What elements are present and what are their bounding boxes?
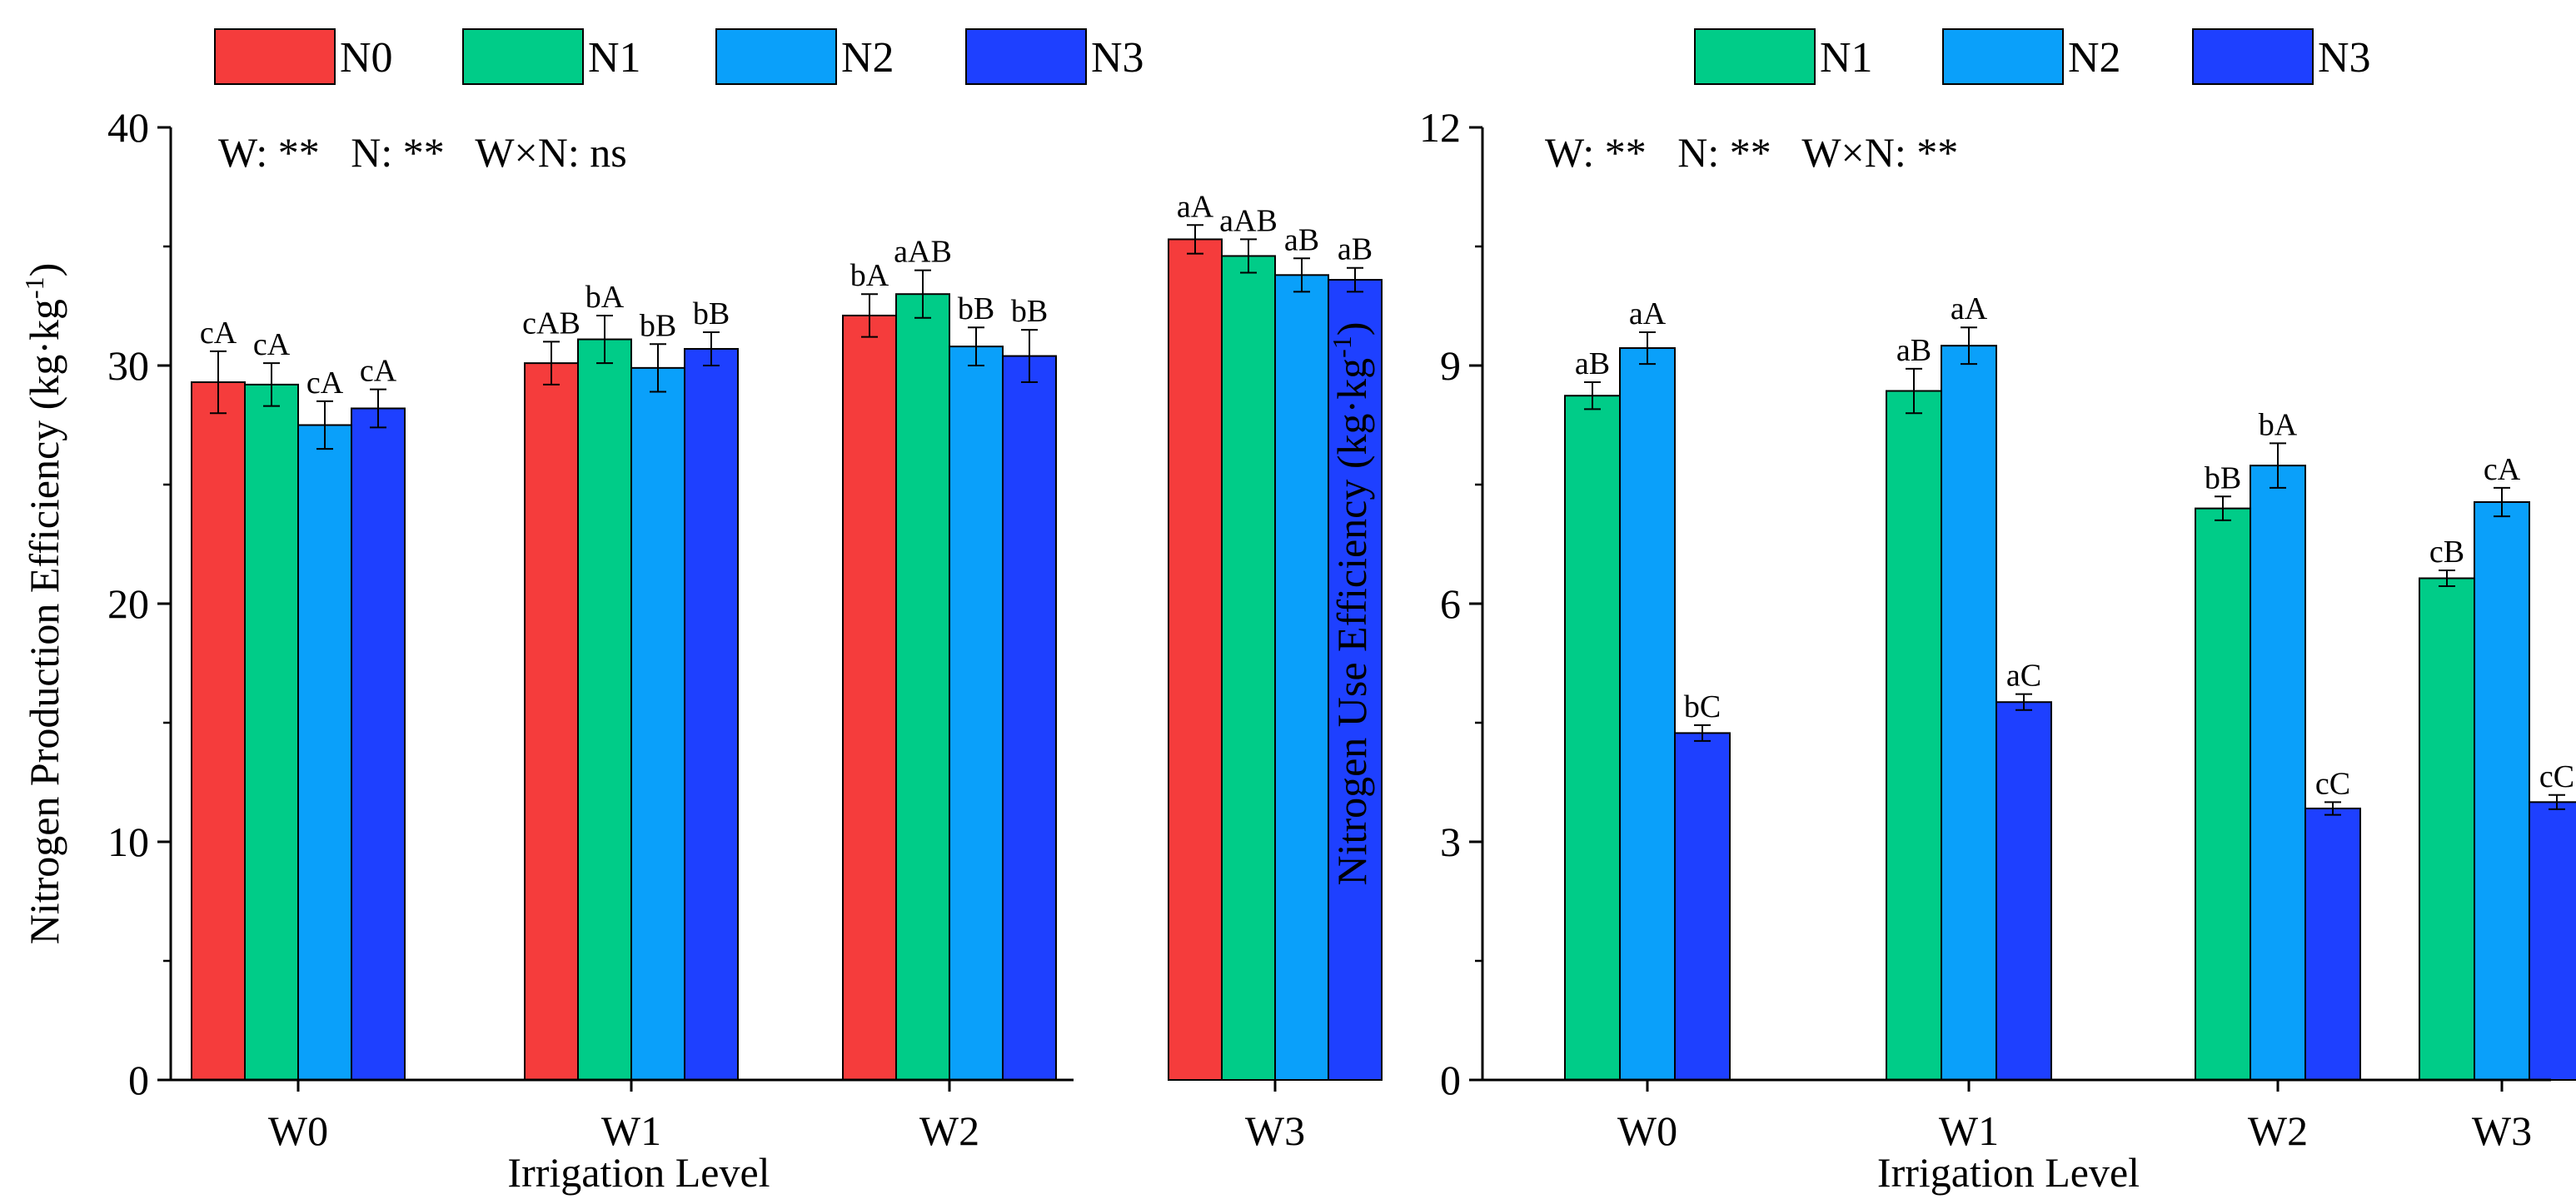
y-tick-label: 0 <box>1440 1057 1461 1103</box>
right-chart-nue: aB aA bC W0 aB aA aC W1 bB bA cC W2 cB cA cC W3 0 3 6 9 12 Ni… <box>1327 28 2576 1196</box>
significance-label: bA <box>2259 407 2298 442</box>
bar <box>577 338 632 1082</box>
bar <box>2195 507 2251 1081</box>
y-tick-label: 40 <box>107 104 149 151</box>
significance-label: aB <box>1575 346 1610 381</box>
legend-swatch <box>1942 28 2064 85</box>
bar <box>1886 390 1942 1081</box>
bar <box>1328 279 1383 1082</box>
bar <box>1674 732 1731 1081</box>
significance-label: bB <box>2205 460 2241 495</box>
legend-label: N2 <box>841 34 894 82</box>
significance-label: cA <box>253 327 291 362</box>
legend-swatch <box>715 28 837 85</box>
bar <box>191 381 246 1081</box>
significance-label: cB <box>2429 535 2464 570</box>
legend-label: N1 <box>588 34 641 82</box>
significance-label: cAB <box>522 306 580 341</box>
significance-label: aB <box>1284 222 1319 257</box>
bar <box>1941 345 1997 1081</box>
bar <box>1274 274 1329 1081</box>
legend-label: N3 <box>2318 34 2371 82</box>
x-tick-label: W3 <box>2472 1107 2532 1154</box>
significance-label: bB <box>958 291 994 326</box>
bar <box>684 347 739 1082</box>
significance-label: aA <box>1629 296 1667 331</box>
bar <box>1564 395 1621 1081</box>
y-tick-label: 12 <box>1419 104 1461 151</box>
y-axis-label: Nitrogen Production Efficiency (kg·kg-1) <box>19 263 67 945</box>
significance-label: cA <box>2484 452 2521 487</box>
significance-label: bA <box>585 280 625 315</box>
x-tick-label: W3 <box>1245 1107 1305 1154</box>
y-tick-label: 6 <box>1440 580 1461 627</box>
legend-swatch <box>1694 28 1816 85</box>
bar <box>2250 465 2306 1081</box>
legend-swatch <box>462 28 584 85</box>
significance-label: aC <box>2006 659 2041 694</box>
bar <box>244 383 299 1081</box>
significance-label: aAB <box>894 235 952 270</box>
bar <box>297 424 352 1081</box>
significance-label: cA <box>306 366 344 401</box>
bar <box>1002 355 1057 1081</box>
significance-label: aB <box>1338 232 1373 267</box>
y-tick-label: 9 <box>1440 342 1461 389</box>
y-tick-label: 30 <box>107 342 149 389</box>
y-axis-label: Nitrogen Use Efficiency (kg·kg-1) <box>1327 322 1375 886</box>
legend-swatch <box>214 28 336 85</box>
significance-label: aA <box>1951 291 1988 326</box>
x-tick-label: W1 <box>601 1107 661 1154</box>
bar <box>949 346 1004 1081</box>
x-tick-label: W2 <box>2248 1107 2308 1154</box>
significance-label: bA <box>850 258 889 293</box>
significance-label: aA <box>1177 189 1214 224</box>
x-axis-label: Irrigation Level <box>1877 1149 2140 1196</box>
significance-label: aAB <box>1219 203 1278 238</box>
stats-annotation: W: ** N: ** W×N: ** <box>1545 129 1958 176</box>
bar <box>2474 500 2530 1081</box>
bar <box>351 407 406 1082</box>
significance-label: aB <box>1896 333 1931 368</box>
significance-label: cC <box>2539 759 2574 794</box>
bar <box>1619 347 1676 1081</box>
legend-label: N1 <box>1820 34 1873 82</box>
legend-label: N3 <box>1091 34 1144 82</box>
x-tick-label: W2 <box>919 1107 979 1154</box>
significance-label: bC <box>1684 689 1721 724</box>
legend-swatch <box>965 28 1087 85</box>
legend-label: N0 <box>340 34 393 82</box>
x-tick-label: W0 <box>1617 1107 1677 1154</box>
y-tick-label: 20 <box>107 580 149 627</box>
y-tick-label: 3 <box>1440 818 1461 865</box>
bar <box>2304 807 2361 1082</box>
bar <box>842 314 897 1081</box>
bar <box>1996 701 2052 1081</box>
stats-annotation: W: ** N: ** W×N: ns <box>218 129 627 176</box>
x-tick-label: W1 <box>1939 1107 1999 1154</box>
bar <box>2529 801 2576 1081</box>
x-axis-label: Irrigation Level <box>507 1149 770 1196</box>
y-tick-label: 0 <box>128 1057 149 1103</box>
legend-label: N2 <box>2068 34 2121 82</box>
significance-label: bB <box>640 308 676 343</box>
bar <box>895 293 950 1081</box>
significance-label: cC <box>2315 766 2350 801</box>
significance-label: cA <box>200 316 237 351</box>
bar <box>1168 238 1223 1082</box>
x-tick-label: W0 <box>268 1107 328 1154</box>
bar <box>630 366 685 1081</box>
significance-label: cA <box>360 354 397 389</box>
bar <box>1221 255 1276 1081</box>
significance-label: bB <box>693 296 730 331</box>
legend-swatch <box>2192 28 2314 85</box>
significance-label: bB <box>1011 294 1048 329</box>
y-tick-label: 10 <box>107 818 149 865</box>
bar <box>2419 577 2475 1081</box>
bar <box>524 362 579 1081</box>
